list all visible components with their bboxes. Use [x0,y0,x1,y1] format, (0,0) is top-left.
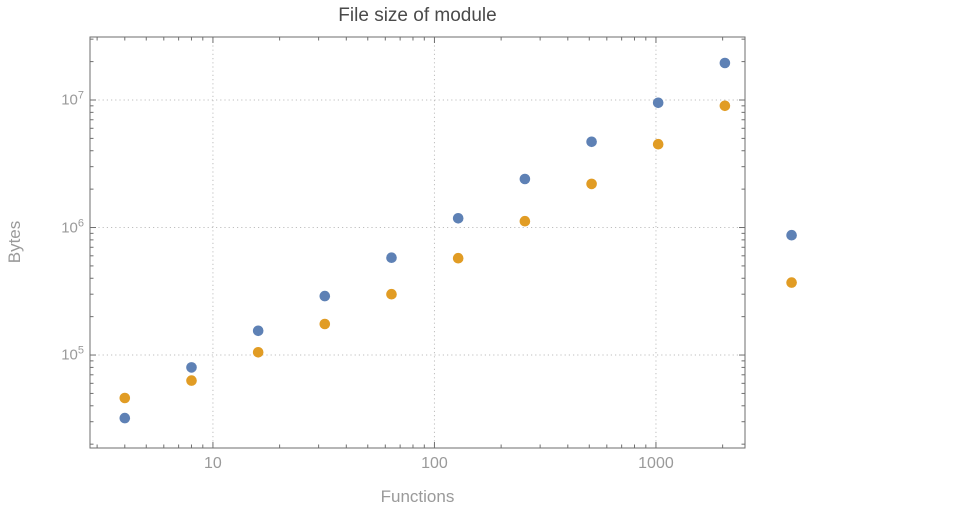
data-point-blue [186,362,197,373]
x-axis-label: Functions [380,487,455,506]
data-point-blue [319,290,331,302]
data-point-orange [786,277,797,288]
axis-ticks [90,37,745,448]
data-point-orange [652,138,664,150]
data-point-orange [119,392,131,404]
data-point-orange [319,318,331,330]
data-point-blue [586,136,597,148]
data-point-blue [452,213,464,224]
data-point-orange [252,347,264,358]
y-axis-label: Bytes [5,220,24,264]
data-point-orange [586,178,597,190]
data-point-blue [386,252,397,263]
data-point-orange [386,288,397,300]
data-point-orange [452,252,464,264]
data-points [119,57,797,424]
chart-title: File size of module [338,5,497,26]
data-point-orange [719,100,731,112]
data-point-blue [786,229,797,241]
data-point-blue [519,173,531,185]
data-point-blue [719,57,731,69]
data-point-orange [519,215,531,227]
data-point-blue [252,325,264,337]
plot-frame [89,36,746,449]
data-point-blue [119,412,131,424]
data-point-orange [186,375,197,386]
data-point-blue [652,97,664,109]
gridlines [90,37,745,448]
